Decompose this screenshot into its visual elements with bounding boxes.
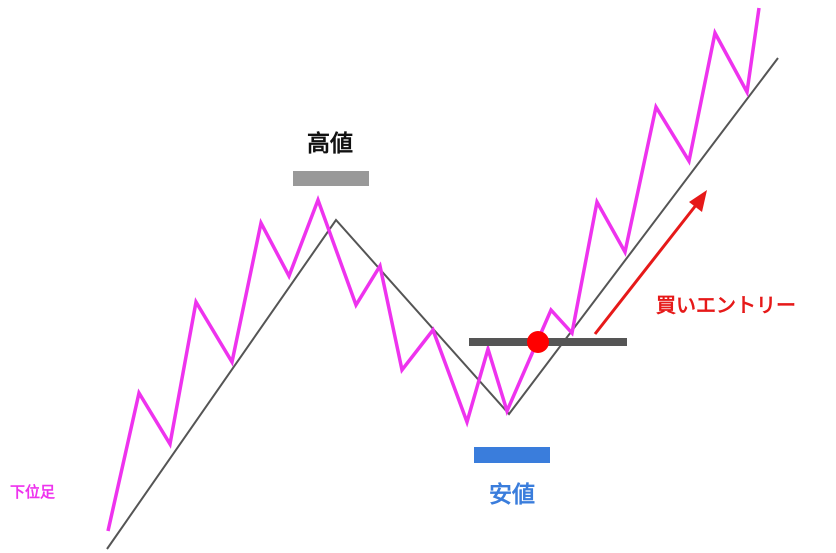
low-label: 安値: [489, 481, 535, 508]
high-label: 高値: [307, 130, 353, 157]
low-marker-bar: [474, 447, 550, 463]
high-marker-bar: [293, 171, 369, 186]
entry-label: 買いエントリー: [656, 293, 796, 317]
entry-point-dot: [527, 331, 549, 353]
entry-arrow: [593, 200, 700, 335]
higher-timeframe-trend-line: [106, 57, 779, 550]
lower-timeframe-line: [106, 7, 761, 532]
entry-arrow-head: [689, 190, 707, 212]
lower-timeframe-label: 下位足: [10, 483, 56, 501]
